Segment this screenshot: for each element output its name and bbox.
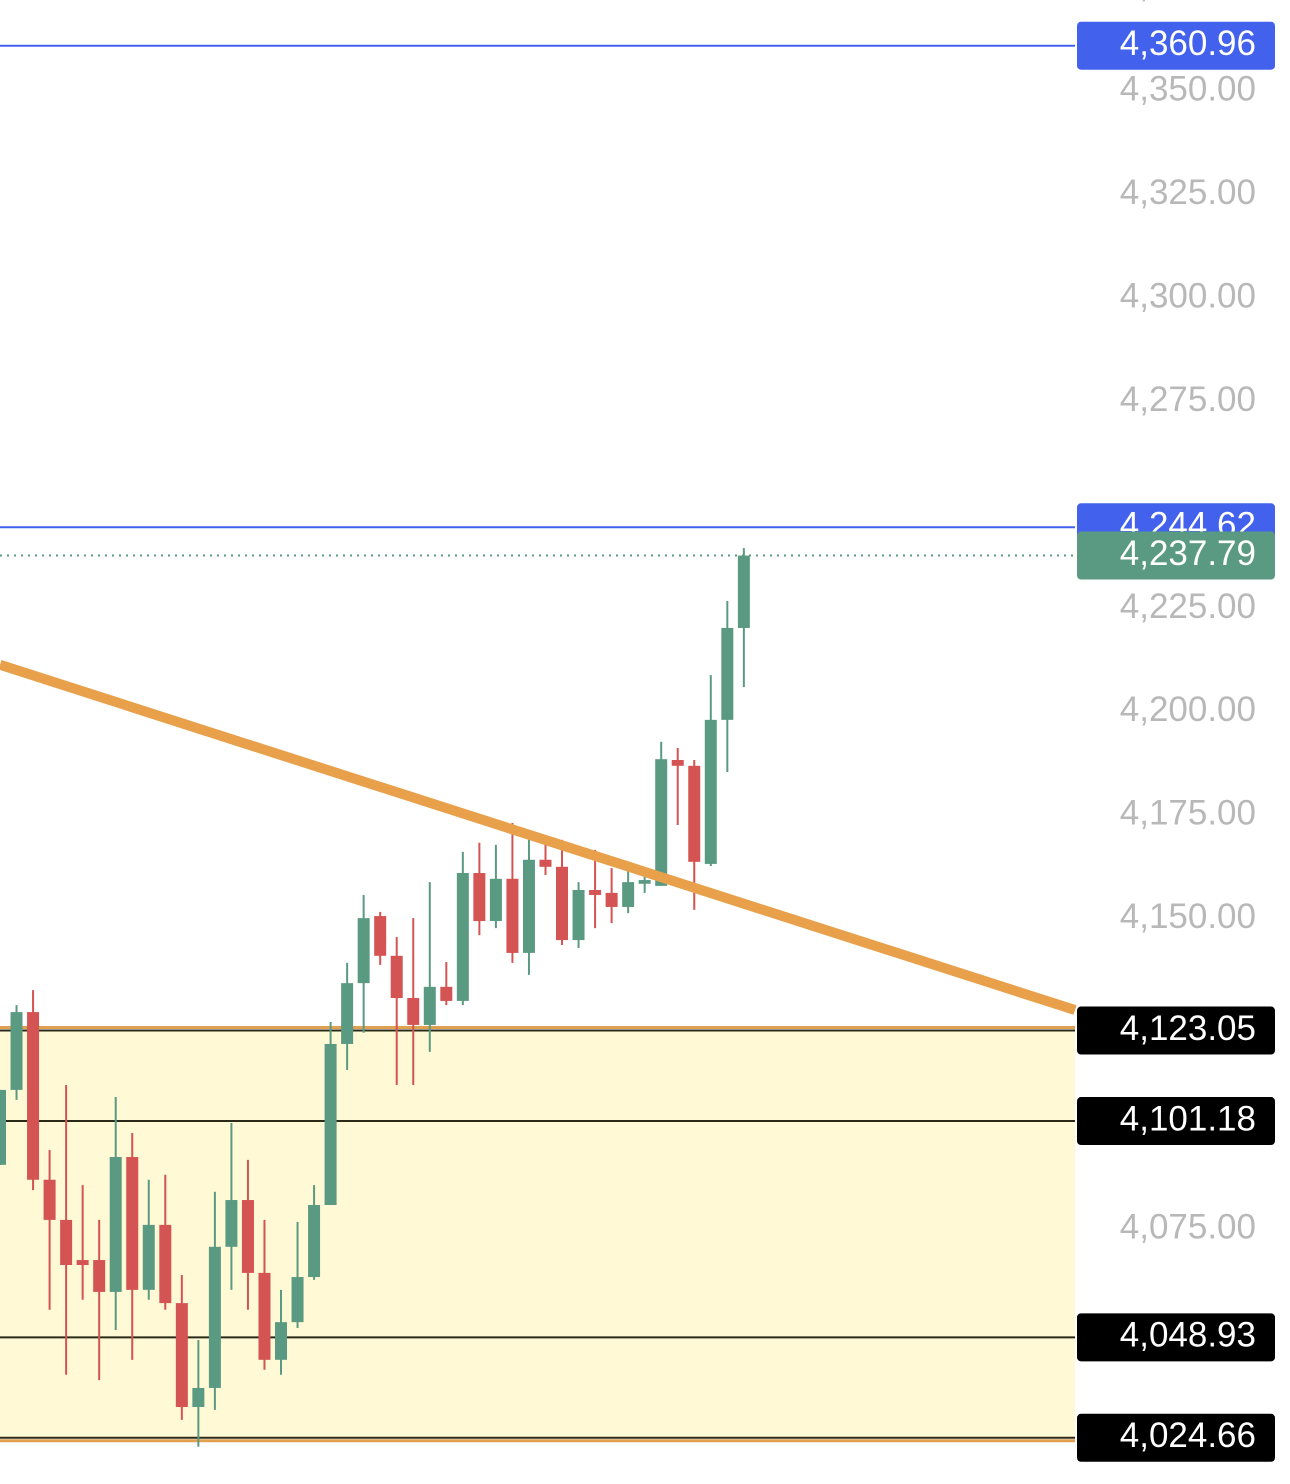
candle-body — [324, 1043, 337, 1205]
candle-body — [473, 873, 486, 922]
y-tick-label: 4,375.00 — [1120, 0, 1256, 5]
candle-body — [638, 880, 651, 884]
candle-body — [423, 986, 436, 1025]
candle-body — [704, 719, 717, 864]
price-label: 4,101.18 — [1120, 1099, 1256, 1138]
candle-body — [556, 866, 569, 941]
y-tick-label: 4,150.00 — [1120, 897, 1256, 936]
candle-body — [10, 1012, 23, 1090]
candle-body — [572, 889, 585, 941]
candle-body — [43, 1179, 56, 1220]
candle-body — [622, 882, 635, 907]
y-tick-label: 4,300.00 — [1120, 276, 1256, 315]
trendline — [0, 660, 1077, 1015]
price-label-box — [1077, 1006, 1275, 1055]
candle-body — [126, 1156, 139, 1290]
candle-body — [27, 1012, 40, 1180]
candle-body — [390, 955, 403, 999]
y-tick-label: 4,200.00 — [1120, 690, 1256, 729]
candle-body — [589, 889, 602, 895]
candle-body — [522, 859, 535, 953]
price-label: 4,360.96 — [1120, 24, 1256, 63]
candle-body — [192, 1387, 205, 1408]
price-label: 4,048.93 — [1120, 1316, 1256, 1355]
candle-body — [241, 1200, 254, 1273]
candle-body — [225, 1200, 238, 1247]
candle-body — [489, 878, 502, 922]
candle-body — [374, 916, 387, 956]
y-tick-label: 4,175.00 — [1120, 794, 1256, 833]
price-label-box — [1077, 1097, 1275, 1146]
candle-body — [407, 998, 420, 1025]
y-tick-label: 4,075.00 — [1120, 1208, 1256, 1247]
candle-body — [208, 1246, 221, 1388]
candle-body — [357, 918, 370, 984]
candle-body — [605, 892, 618, 907]
candle-body — [341, 983, 354, 1044]
price-label: 4,237.79 — [1120, 534, 1256, 573]
y-tick-label: 4,350.00 — [1120, 69, 1256, 108]
price-label-box — [1077, 1413, 1275, 1462]
candle-body — [721, 627, 734, 720]
candle-body — [109, 1156, 122, 1292]
candle-body — [93, 1260, 106, 1292]
candle-body — [737, 555, 750, 628]
candle-body — [291, 1277, 304, 1323]
candle-body — [76, 1260, 89, 1266]
price-label: 4,123.05 — [1120, 1009, 1256, 1048]
y-tick-label: 4,225.00 — [1120, 587, 1256, 626]
candle-body — [688, 765, 701, 862]
candle-body — [142, 1224, 155, 1290]
candle-body — [175, 1303, 188, 1408]
candle-body — [308, 1204, 321, 1278]
price-label-box — [1077, 21, 1275, 70]
candle-body — [258, 1272, 271, 1360]
candle-body — [506, 878, 519, 953]
candle-body — [539, 859, 552, 867]
candle-body — [456, 873, 469, 1001]
y-tick-label: 4,325.00 — [1120, 173, 1256, 212]
candle-body — [440, 986, 453, 1001]
y-tick-label: 4,275.00 — [1120, 380, 1256, 419]
candle-body — [0, 1089, 6, 1165]
candle-body — [655, 759, 668, 886]
candle-body — [159, 1224, 172, 1304]
price-label-box — [1077, 1313, 1275, 1362]
candle-body — [60, 1219, 73, 1266]
price-label: 4,024.66 — [1120, 1416, 1256, 1455]
candle-body — [671, 760, 684, 766]
candle-body — [275, 1322, 288, 1360]
price-label-box — [1077, 531, 1275, 580]
